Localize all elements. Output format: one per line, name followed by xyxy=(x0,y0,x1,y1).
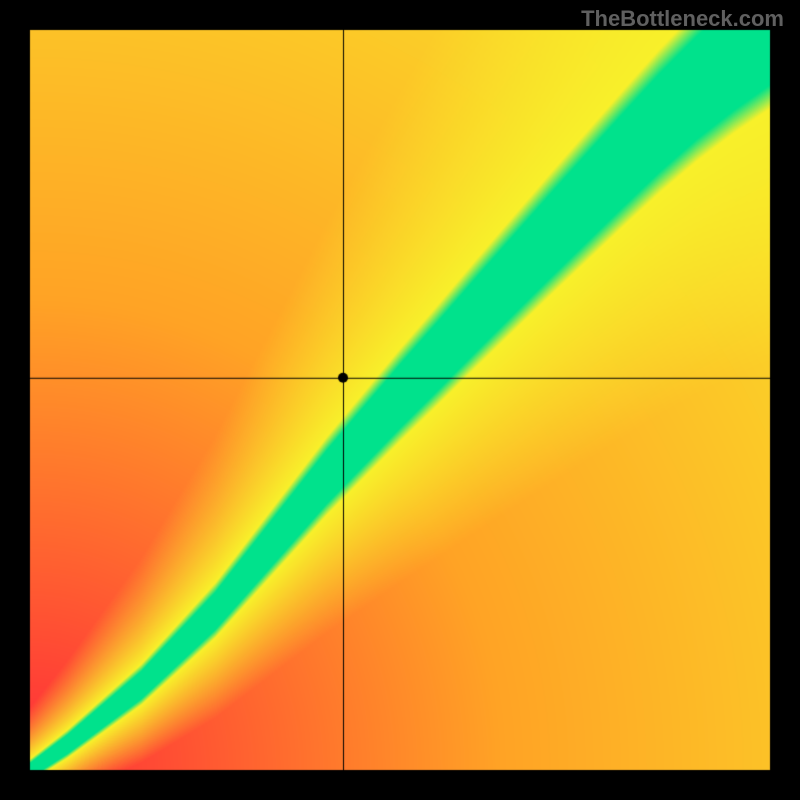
watermark-text: TheBottleneck.com xyxy=(581,6,784,32)
bottleneck-heatmap xyxy=(0,0,800,800)
